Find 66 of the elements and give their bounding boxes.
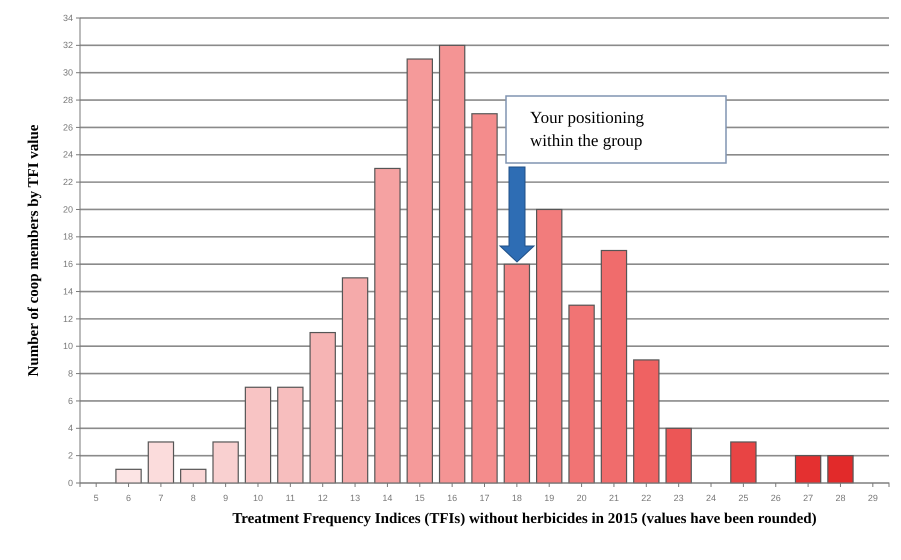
bar [309,332,336,484]
x-tick-label: 27 [803,492,814,503]
y-tick-label: 14 [62,286,73,296]
y-tick-label: 34 [62,12,73,23]
x-tick-label: 29 [868,492,878,503]
x-tick-label: 14 [382,492,392,503]
bar [600,250,628,484]
bar [212,441,239,484]
y-tick-label: 20 [62,204,73,214]
x-tick-label: 25 [738,492,748,503]
bar [148,441,174,484]
bar [180,468,206,484]
x-tick-label: 18 [512,492,522,503]
bar [536,208,562,484]
x-tick-label: 26 [770,492,781,503]
annotation: Your positioning within the group [530,108,644,150]
y-tick-label: 4 [68,423,73,434]
bar [633,359,660,484]
x-tick-label: 15 [414,492,425,503]
y-tick-label: 0 [68,478,73,488]
x-tick-label: 28 [835,492,846,503]
x-tick-label: 9 [223,492,228,503]
bar [794,455,822,484]
bar [827,455,854,484]
bar [471,113,498,484]
y-tick-label: 30 [62,68,73,78]
bar [438,44,466,484]
x-tick-label: 23 [674,492,684,503]
bar [665,428,692,484]
y-tick-label: 28 [62,94,73,105]
x-tick-label: 6 [126,492,132,503]
x-tick-label: 17 [479,492,490,503]
y-tick-label: 24 [62,150,73,160]
y-tick-label: 26 [62,122,73,132]
bar [568,304,595,484]
x-tick-label: 19 [544,492,554,503]
x-tick-label: 10 [252,492,263,503]
bar [115,468,142,484]
x-tick-label: 22 [641,492,652,503]
y-tick-label: 2 [68,450,73,461]
x-tick-label: 24 [706,492,716,503]
y-tick-label: 6 [68,396,73,406]
bar [406,58,433,484]
bar [374,168,401,484]
x-tick-label: 8 [190,492,196,503]
bar [244,386,272,484]
x-tick-label: 20 [576,492,587,503]
y-tick-label: 16 [62,259,73,270]
x-tick-label: 21 [608,492,619,503]
x-tick-label: 12 [318,492,328,503]
y-tick-label: 18 [62,232,73,242]
y-tick-label: 8 [68,368,73,378]
x-tick-label: 11 [286,492,296,503]
bar [342,277,368,484]
y-tick-label: 22 [62,177,73,187]
x-tick-label: 7 [158,492,164,503]
y-axis-title: Number of coop members by TFI value [26,124,42,376]
y-tick-label: 12 [62,314,73,324]
bar [730,441,757,484]
y-tick-label: 32 [62,40,73,50]
x-tick-label: 13 [350,492,360,503]
x-tick-label: 16 [447,492,458,503]
bar [277,386,304,484]
x-tick-label: 5 [94,492,99,503]
x-axis-title: Treatment Frequency Indices (TFIs) without herbicides in 2015 (values have been rounded) [232,511,817,527]
y-tick-label: 10 [62,341,73,352]
